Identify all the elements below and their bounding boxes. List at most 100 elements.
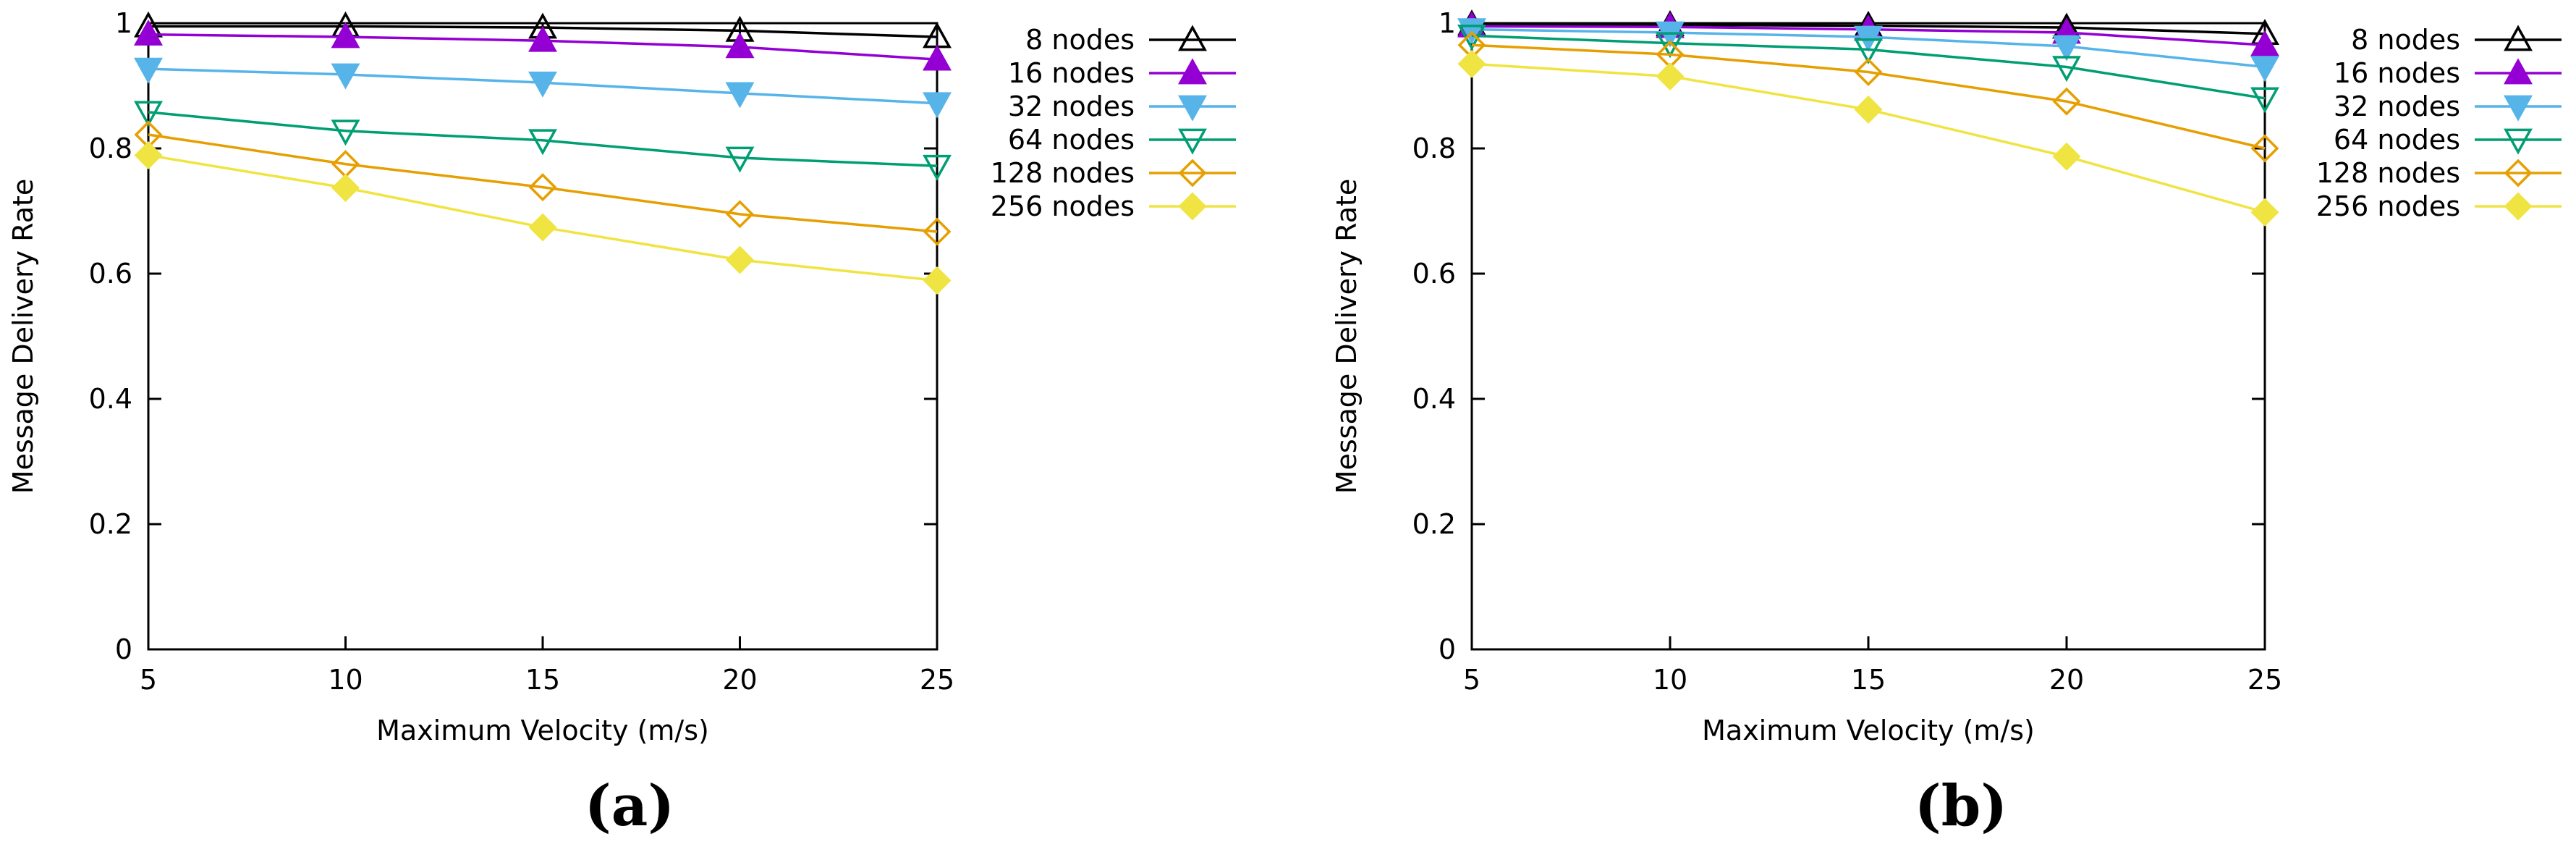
data-point-32-nodes	[331, 63, 360, 90]
data-point-32-nodes	[725, 82, 755, 109]
data-point-256-nodes	[1457, 49, 1486, 78]
legend-marker	[1178, 192, 1207, 221]
data-point-256-nodes	[2250, 198, 2279, 227]
data-point-64-nodes	[528, 129, 557, 156]
data-point-64-nodes	[725, 146, 755, 173]
x-tick-label: 25	[920, 664, 954, 696]
x-tick-label: 20	[722, 664, 757, 696]
data-point-32-nodes	[923, 92, 952, 119]
data-point-256-nodes	[2052, 142, 2081, 171]
data-point-32-nodes	[134, 57, 163, 84]
x-tick-label: 5	[140, 664, 157, 696]
data-point-64-nodes	[923, 154, 952, 181]
y-tick-label: 0	[1439, 633, 1456, 665]
legend-label: 16 nodes	[1008, 57, 1135, 89]
legend-label: 32 nodes	[2334, 90, 2460, 122]
y-tick-label: 0.4	[1412, 383, 1456, 415]
data-point-64-nodes	[134, 101, 163, 127]
legend-label: 32 nodes	[1008, 90, 1135, 122]
data-point-16-nodes	[528, 25, 557, 52]
data-point-256-nodes	[331, 174, 360, 202]
data-point-64-nodes	[2052, 56, 2081, 83]
series-line-64-nodes	[148, 111, 938, 167]
data-point-64-nodes	[1656, 32, 1685, 59]
data-point-128-nodes	[528, 173, 557, 202]
legend-marker	[1178, 159, 1207, 187]
x-axis-label: Maximum Velocity (m/s)	[1702, 715, 2035, 746]
x-axis-label: Maximum Velocity (m/s)	[376, 715, 709, 746]
legend-marker	[2504, 95, 2533, 122]
series-line-128-nodes	[1471, 43, 2266, 150]
series-line-64-nodes	[1471, 34, 2266, 100]
x-tick-label: 10	[1653, 664, 1687, 696]
y-tick-label: 0.8	[89, 132, 132, 164]
y-tick-label: 1	[115, 7, 132, 39]
x-tick-label: 10	[328, 664, 363, 696]
y-tick-label: 0.2	[89, 508, 132, 540]
data-point-64-nodes	[331, 119, 360, 146]
legend-marker	[1178, 58, 1207, 85]
data-point-256-nodes	[1854, 95, 1883, 124]
data-point-64-nodes	[2250, 87, 2279, 114]
legend-marker	[1178, 95, 1207, 122]
legend-label: 64 nodes	[1008, 124, 1135, 156]
x-tick-label: 20	[2049, 664, 2084, 696]
legend-marker	[2504, 25, 2533, 51]
legend-marker	[1178, 128, 1207, 155]
data-point-128-nodes	[2052, 87, 2081, 116]
series-line-256-nodes	[1471, 62, 2266, 214]
data-point-128-nodes	[1854, 57, 1883, 86]
caption-a: (a)	[585, 773, 674, 839]
y-axis-label: Message Delivery Rate	[1331, 179, 1363, 494]
x-tick-label: 25	[2247, 664, 2282, 696]
legend-label: 128 nodes	[2316, 157, 2460, 189]
legend-label: 256 nodes	[2316, 190, 2460, 222]
x-tick-label: 15	[1851, 664, 1886, 696]
x-tick-label: 5	[1463, 664, 1480, 696]
data-point-256-nodes	[528, 213, 557, 242]
legend-label: 8 nodes	[1025, 24, 1135, 56]
y-tick-label: 0.8	[1412, 132, 1456, 164]
data-point-32-nodes	[1854, 25, 1883, 52]
data-point-32-nodes	[2250, 56, 2279, 83]
y-tick-label: 0	[115, 633, 132, 665]
data-point-128-nodes	[923, 217, 952, 246]
series-line-128-nodes	[148, 133, 938, 233]
legend-marker	[2504, 159, 2533, 187]
legend-label: 16 nodes	[2334, 57, 2460, 89]
x-tick-label: 15	[525, 664, 560, 696]
data-point-256-nodes	[1656, 62, 1685, 90]
plot-frame-a	[147, 22, 939, 651]
data-point-128-nodes	[726, 200, 754, 229]
legend-marker	[2504, 58, 2533, 85]
legend-label: 256 nodes	[991, 190, 1135, 222]
data-point-16-nodes	[331, 22, 360, 49]
data-point-16-nodes	[134, 19, 163, 46]
y-tick-label: 1	[1439, 7, 1456, 39]
legend-marker	[2504, 192, 2533, 221]
data-point-256-nodes	[134, 141, 163, 169]
data-point-64-nodes	[1854, 38, 1883, 64]
y-tick-label: 0.4	[89, 383, 132, 415]
y-tick-label: 0.2	[1412, 508, 1456, 540]
data-point-16-nodes	[725, 32, 755, 59]
legend-label: 8 nodes	[2351, 24, 2460, 56]
data-point-16-nodes	[2250, 30, 2279, 56]
data-point-64-nodes	[1457, 24, 1486, 51]
data-point-256-nodes	[923, 266, 952, 295]
y-tick-label: 0.6	[89, 258, 132, 290]
legend-label: 64 nodes	[2334, 124, 2460, 156]
data-point-128-nodes	[2250, 134, 2279, 163]
data-point-32-nodes	[528, 71, 557, 98]
legend-marker	[1178, 25, 1207, 51]
y-axis-label: Message Delivery Rate	[7, 179, 39, 494]
data-point-16-nodes	[923, 44, 952, 71]
data-point-32-nodes	[2052, 35, 2081, 62]
legend-marker	[2504, 128, 2533, 155]
caption-b: (b)	[1915, 773, 2007, 839]
y-tick-label: 0.6	[1412, 258, 1456, 290]
legend-label: 128 nodes	[991, 157, 1135, 189]
data-point-256-nodes	[726, 245, 754, 274]
data-point-128-nodes	[331, 150, 360, 179]
